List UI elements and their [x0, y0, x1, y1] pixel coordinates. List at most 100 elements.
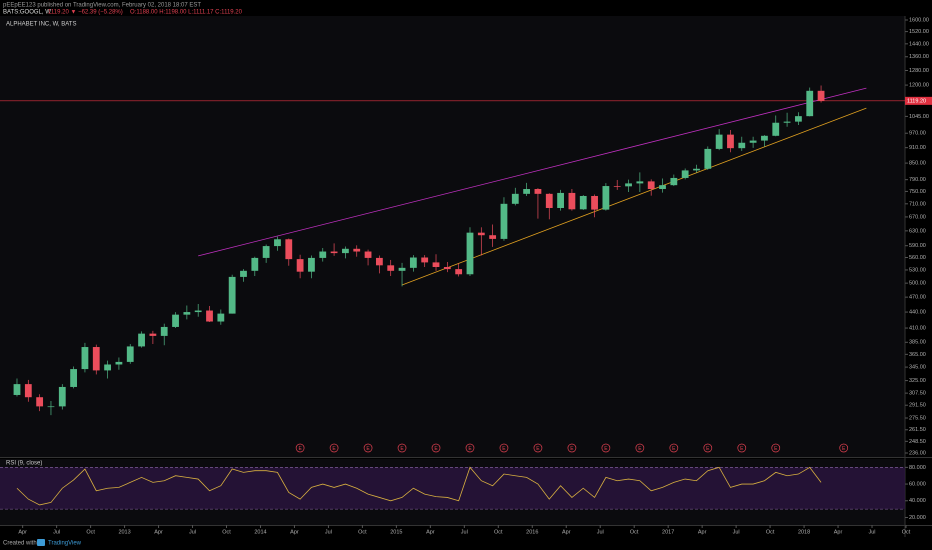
y-tick-label: 500.00 [909, 281, 926, 287]
y-tick-label: 440.00 [909, 310, 926, 316]
rsi-y-tick-label: 20.000 [909, 515, 926, 521]
candle-body [704, 148, 712, 169]
rsi-title: RSI (9, close) [6, 461, 42, 467]
y-tick-label: 1440.00 [909, 41, 929, 47]
x-tick-label: Oct [222, 529, 231, 535]
y-tick-label: 291.50 [909, 403, 926, 409]
x-tick-label: Apr [154, 529, 163, 535]
candle-body [115, 361, 123, 365]
candle-body [285, 239, 293, 260]
y-tick-label: 261.50 [909, 427, 926, 433]
y-tick-label: 248.50 [909, 439, 926, 445]
trendline [401, 107, 867, 286]
candle-body [534, 189, 542, 194]
y-tick-label: 325.00 [909, 378, 926, 384]
candle-body [625, 183, 632, 187]
candle-body [330, 251, 338, 254]
earnings-label: E [774, 446, 778, 452]
candle-body [817, 90, 825, 101]
x-tick-label: Apr [18, 529, 27, 535]
chart-title: ALPHABET INC, W, BATS [6, 22, 76, 28]
earnings-marker [567, 443, 577, 453]
candle-body [749, 140, 757, 143]
y-tick-label: 670.00 [909, 214, 926, 220]
earnings-marker [363, 443, 373, 453]
x-tick-label: Jul [597, 529, 604, 535]
candle-body [523, 189, 531, 194]
x-tick-label: 2017 [662, 529, 674, 535]
footer-brand[interactable]: TradingView [48, 541, 82, 547]
candle-body [342, 248, 349, 254]
x-tick-label: 2016 [526, 529, 538, 535]
y-tick-label: 590.00 [909, 243, 926, 249]
y-tick-label: 1360.00 [909, 54, 929, 60]
candle-body [557, 192, 564, 208]
earnings-marker [669, 443, 679, 453]
candle-body [194, 310, 202, 313]
candle-body [432, 262, 440, 267]
candle-body [647, 181, 655, 190]
candle-body [591, 195, 598, 210]
x-tick-label: Apr [426, 529, 435, 535]
y-tick-label: 750.00 [909, 189, 926, 195]
symbol: BATS:GOOGL, W [3, 10, 51, 16]
candle-body [149, 333, 157, 336]
x-tick-label: Jul [461, 529, 468, 535]
y-tick-label: 385.00 [909, 340, 926, 346]
x-tick-label: Jul [53, 529, 60, 535]
y-tick-label: 236.00 [909, 450, 926, 456]
candle-body [375, 257, 383, 266]
candle-body [58, 386, 66, 407]
x-tick-label: 2018 [798, 529, 810, 535]
candle-body [500, 203, 508, 239]
candle-body [240, 270, 247, 277]
candle-body [636, 181, 644, 184]
x-tick-label: Oct [358, 529, 367, 535]
footer-created: Created with [3, 541, 37, 547]
x-tick-label: Apr [698, 529, 707, 535]
candle-body [262, 246, 270, 258]
candle-body [443, 266, 451, 270]
candle-body [217, 313, 225, 322]
candle-body [319, 251, 327, 258]
candle-body [409, 257, 417, 268]
x-tick-label: Jul [869, 529, 876, 535]
earnings-marker [601, 443, 611, 453]
x-tick-label: Jul [189, 529, 196, 535]
candle-body [783, 121, 791, 123]
candle-body [308, 257, 315, 272]
candle-body [398, 267, 406, 271]
y-tick-label: 710.00 [909, 201, 926, 207]
x-tick-label: 2013 [118, 529, 130, 535]
candle-body [806, 90, 814, 117]
earnings-marker [703, 443, 713, 453]
earnings-marker [635, 443, 645, 453]
earnings-label: E [740, 446, 744, 452]
y-tick-label: 1280.00 [909, 68, 929, 74]
earnings-marker [499, 443, 509, 453]
earnings-label: E [366, 446, 370, 452]
candle-body [761, 135, 768, 141]
y-tick-label: 365.00 [909, 352, 926, 358]
change: 1119.20 ▼ −62.39 (−5.28%) [48, 10, 123, 16]
earnings-label: E [842, 446, 846, 452]
candle-body [47, 406, 55, 408]
earnings-marker [397, 443, 407, 453]
trendline [198, 87, 867, 257]
candle-body [602, 186, 610, 210]
candle-body [172, 314, 179, 327]
x-tick-label: Apr [834, 529, 843, 535]
y-tick-label: 850.00 [909, 161, 926, 167]
brand-icon [37, 539, 45, 546]
y-tick-label: 1045.00 [909, 114, 929, 120]
candle-body [70, 369, 78, 387]
candle-body [81, 347, 89, 370]
candle-body [613, 186, 621, 187]
candle-body [228, 276, 236, 314]
candle-body [681, 170, 689, 178]
earnings-marker [533, 443, 543, 453]
candle-body [455, 269, 463, 275]
candle-body [138, 333, 145, 347]
earnings-label: E [298, 446, 302, 452]
candle-body [160, 326, 168, 336]
